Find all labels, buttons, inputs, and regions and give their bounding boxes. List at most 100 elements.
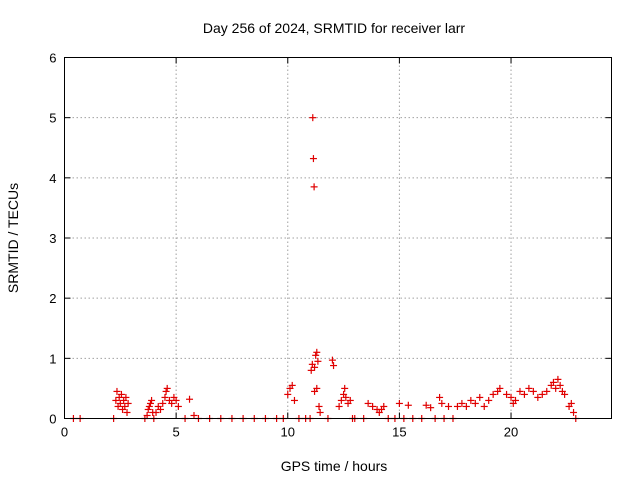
data-point (313, 348, 321, 356)
y-tick-label: 2 (49, 291, 56, 306)
data-point (346, 396, 354, 404)
data-point (335, 402, 343, 410)
x-axis-label: GPS time / hours (281, 458, 388, 474)
data-point (146, 399, 154, 407)
data-point (172, 396, 180, 404)
data-point (307, 366, 315, 374)
grid-lines (64, 57, 612, 419)
data-point (163, 384, 171, 392)
data-point (507, 393, 515, 401)
data-point (341, 384, 349, 392)
x-tick-label: 10 (281, 425, 295, 440)
data-point (529, 387, 537, 395)
data-point (157, 405, 165, 413)
data-point (174, 402, 182, 410)
data-point (328, 356, 336, 364)
data-point (427, 404, 435, 412)
y-tick-label: 0 (49, 412, 56, 427)
data-point (496, 384, 504, 392)
data-point (570, 408, 578, 416)
data-point (395, 399, 403, 407)
data-point (284, 390, 292, 398)
data-point (480, 402, 488, 410)
data-point (309, 114, 317, 122)
data-points (69, 114, 580, 422)
y-tick-label: 4 (49, 171, 56, 186)
data-point (117, 390, 125, 398)
data-point (162, 387, 170, 395)
data-point (124, 399, 132, 407)
data-point (121, 402, 129, 410)
data-point (453, 402, 461, 410)
y-tick-label: 5 (49, 111, 56, 126)
data-point (116, 399, 124, 407)
data-point (161, 393, 169, 401)
data-point (186, 395, 194, 403)
data-point (342, 393, 350, 401)
data-point (310, 183, 318, 191)
data-point (159, 399, 167, 407)
data-point (152, 408, 160, 416)
data-point (549, 378, 557, 386)
data-point (112, 396, 120, 404)
data-point (314, 357, 322, 365)
data-point (168, 399, 176, 407)
data-point (503, 390, 511, 398)
data-point (148, 396, 156, 404)
x-tick-label: 5 (173, 425, 180, 440)
data-point (122, 393, 130, 401)
x-tick-label: 15 (392, 425, 406, 440)
data-point (113, 387, 121, 395)
data-point (436, 393, 444, 401)
data-point (516, 387, 524, 395)
data-point (312, 351, 320, 359)
data-point (288, 381, 296, 389)
data-point (380, 402, 388, 410)
plot-frame (64, 57, 612, 419)
data-point (190, 411, 198, 419)
data-point (485, 396, 493, 404)
x-tick-label: 20 (504, 425, 518, 440)
data-point (438, 399, 446, 407)
data-point (316, 408, 324, 416)
data-point (337, 396, 345, 404)
data-point (123, 408, 131, 416)
data-point (313, 384, 321, 392)
data-point (561, 390, 569, 398)
data-point (462, 402, 470, 410)
data-point (538, 390, 546, 398)
data-point (489, 390, 497, 398)
y-tick-label: 6 (49, 51, 56, 66)
data-point (543, 387, 551, 395)
data-point (458, 399, 466, 407)
data-point (330, 362, 338, 370)
data-point (404, 401, 412, 409)
data-point (556, 381, 564, 389)
data-point (311, 363, 319, 371)
data-point (369, 402, 377, 410)
data-point (476, 393, 484, 401)
data-point (143, 411, 151, 419)
data-point (467, 396, 475, 404)
data-point (525, 384, 533, 392)
y-tick-label: 1 (49, 351, 56, 366)
data-point (511, 396, 519, 404)
data-point (364, 399, 372, 407)
x-tick-label: 0 (61, 425, 68, 440)
data-point (445, 402, 453, 410)
data-point (520, 390, 528, 398)
data-point (422, 401, 430, 409)
data-point (554, 375, 562, 383)
axis-ticks: 0 5 10 15 20 0 1 2 3 4 5 6 (49, 51, 612, 440)
chart-title: Day 256 of 2024, SRMTID for receiver lar… (203, 20, 466, 36)
y-tick-label: 3 (49, 231, 56, 246)
data-point (534, 393, 542, 401)
data-point (471, 399, 479, 407)
data-point (552, 384, 560, 392)
data-point (290, 396, 298, 404)
data-point (144, 405, 152, 413)
y-axis-label: SRMTID / TECUs (5, 183, 21, 293)
data-point (145, 402, 153, 410)
data-point (315, 402, 323, 410)
